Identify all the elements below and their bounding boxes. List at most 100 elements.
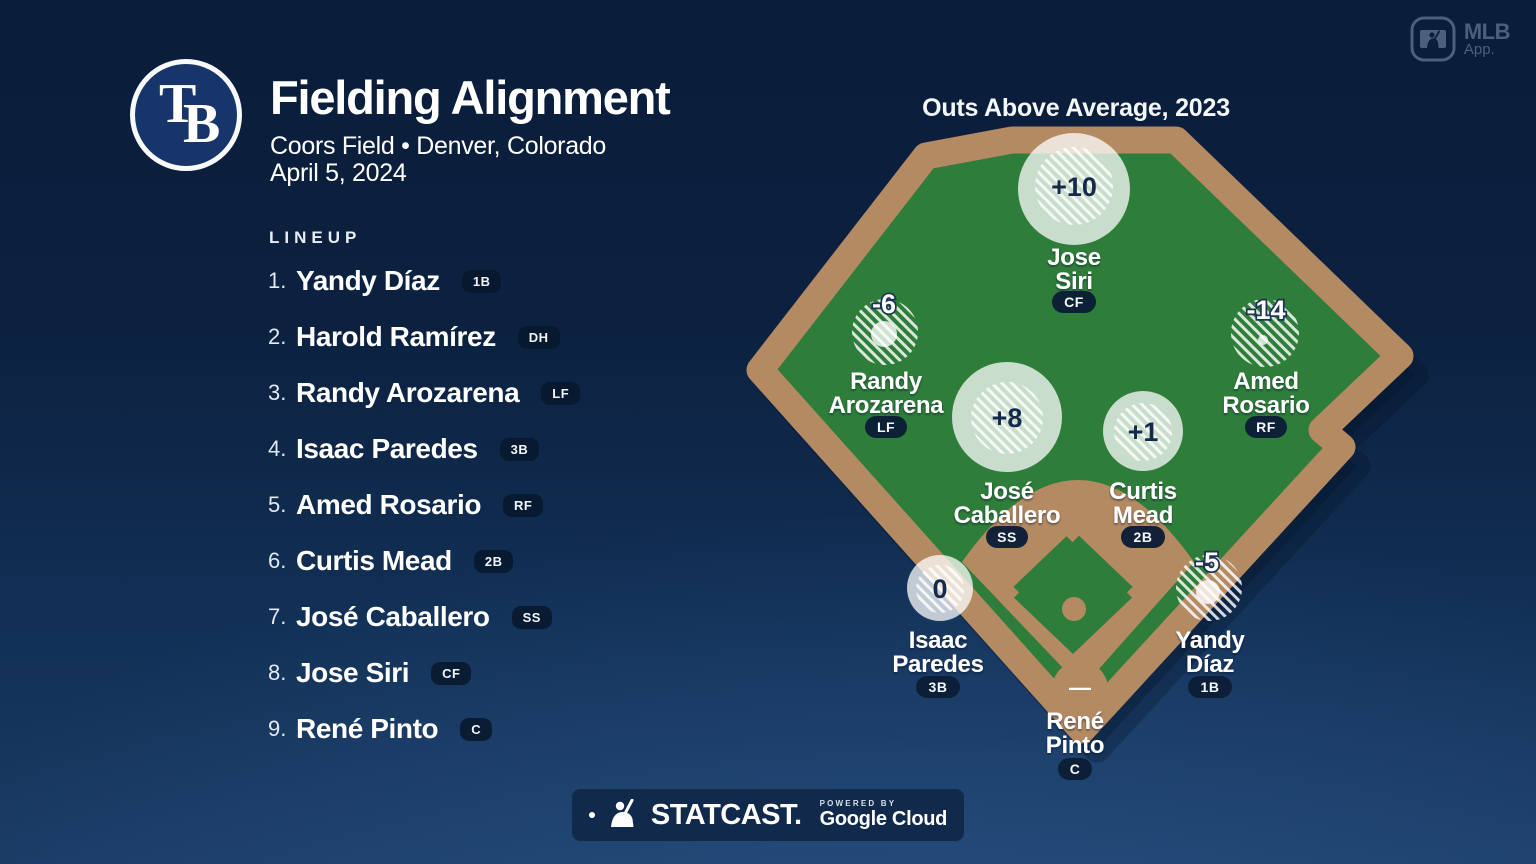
lineup-row: 1. Yandy Díaz 1B [268,253,708,309]
oaa-value-rosario: -14 [1246,295,1285,325]
position-badge: LF [541,381,581,405]
date-subtitle: April 5, 2024 [270,159,407,187]
position-badge: C [460,717,493,741]
field-player-first: Curtis [1109,478,1177,505]
field-player-last: Díaz [1186,651,1234,678]
position-badge: RF [503,493,544,517]
lineup-player-name: Curtis Mead [296,545,452,576]
home-plate-circle [1052,661,1108,717]
mlb-batter-icon [1426,30,1440,48]
lineup-player-name: Isaac Paredes [296,433,478,464]
mlb-app-label: MLB [1463,18,1511,44]
field-player-first: Isaac [909,627,968,654]
position-badge: SS [511,605,552,629]
lineup-player-name: Randy Arozarena [296,377,520,408]
lineup-row: 5. Amed Rosario RF [268,477,708,533]
field-player-last: Paredes [892,651,983,678]
field-player-last: Rosario [1222,392,1309,419]
powered-by-label: POWERED BY [819,799,897,808]
team-logo-letter-t: T [159,73,197,135]
position-badge: LF [877,419,895,435]
first-base [1126,581,1149,604]
lineup-row: 9. René Pinto C [268,701,708,757]
field-player-last: Pinto [1046,732,1105,759]
statcast-bar: STATCAST. POWERED BY Google Cloud [572,789,964,841]
oaa-value-siri: +10 [1051,172,1097,202]
statcast-dot-icon [588,812,595,818]
field-player-first: Jose [1047,244,1101,271]
venue-subtitle: Coors Field • Denver, Colorado [270,132,607,160]
lineup-list: 1. Yandy Díaz 1B 2. Harold Ramírez DH 3.… [268,253,708,757]
lineup-heading: LINEUP [269,228,362,247]
lineup-player-name: Jose Siri [296,657,410,688]
field-outline [746,126,1414,744]
statcast-wordmark: STATCAST. [650,798,802,831]
position-badge: 1B [1201,679,1220,695]
position-badge: DH [517,325,560,349]
field-player-last: Caballero [954,502,1061,529]
field-player-last: Mead [1113,502,1173,529]
oaa-title: Outs Above Average, 2023 [922,94,1230,122]
third-base [997,581,1020,604]
oaa-value-arozarena: -6 [872,289,896,319]
oaa-bubble-paredes: 0 [907,555,973,621]
mlb-app-logo: MLB App. [1410,16,1511,62]
field-player-first: Randy [850,368,923,395]
position-badge: SS [997,529,1017,545]
position-badge: CF [1064,294,1084,310]
lineup-player-name: Harold Ramírez [296,321,496,352]
position-badge: 2B [473,549,514,573]
oaa-bubble-diaz: -5 [1176,545,1242,621]
google-cloud-label: Google Cloud [819,808,948,830]
lineup-player-name: Yandy Díaz [296,265,440,296]
team-logo: T B [130,59,242,171]
field-player-first: Yandy [1175,627,1245,654]
position-badge: 1B [461,269,502,293]
infield-grass [1008,530,1138,654]
position-badge: 2B [1134,529,1153,545]
position-badge: C [1070,761,1081,777]
lineup-order: 8. [268,660,287,685]
lineup-order: 4. [268,436,287,461]
oaa-value-mead: +1 [1128,417,1159,447]
lineup-row: 8. Jose Siri CF [268,645,708,701]
field-player-first: Amed [1233,368,1298,395]
pitchers-mound [1062,597,1086,621]
lineup-player-name: Amed Rosario [296,489,482,520]
lineup-player-name: René Pinto [296,713,439,744]
team-logo-letter-b: B [183,93,221,155]
position-badge: 3B [929,679,948,695]
lineup-row: 6. Curtis Mead 2B [268,533,708,589]
lineup-order: 5. [268,492,287,517]
field-player-first: René [1046,708,1104,735]
second-base [1061,520,1084,543]
oaa-value-diaz: -5 [1195,547,1219,577]
lineup-order: 3. [268,380,287,405]
lineup-order: 6. [268,548,287,573]
oaa-bubble-arozarena: -6 [852,287,918,365]
lineup-order: 1. [268,268,287,293]
lineup-order: 2. [268,324,287,349]
position-badge: CF [431,661,472,685]
page-title: Fielding Alignment [270,71,671,124]
oaa-value-caballero: +8 [992,403,1023,433]
mlb-app-sublabel: App. [1463,40,1495,58]
field-player-last: Siri [1055,268,1092,295]
lineup-player-name: José Caballero [296,601,490,632]
position-badge: 3B [499,437,540,461]
position-badge: RF [1256,419,1276,435]
oaa-bubble-rosario: -14 [1231,293,1299,367]
oaa-value-pinto: — [1069,675,1091,700]
lineup-row: 7. José Caballero SS [268,589,708,645]
oaa-bubble-caballero: +8 [952,362,1062,472]
lineup-row: 3. Randy Arozarena LF [268,365,708,421]
lineup-order: 9. [268,716,287,741]
mlb-app-icon [1410,16,1456,62]
field-position-badges: CF LF RF SS 2B 3B 1B C [865,291,1287,780]
oaa-bubble-mead: +1 [1103,391,1183,471]
oaa-bubble-siri: +10 [1018,133,1130,245]
lineup-order: 7. [268,604,287,629]
lineup-row: 2. Harold Ramírez DH [268,309,708,365]
oaa-value-paredes: 0 [932,574,947,604]
